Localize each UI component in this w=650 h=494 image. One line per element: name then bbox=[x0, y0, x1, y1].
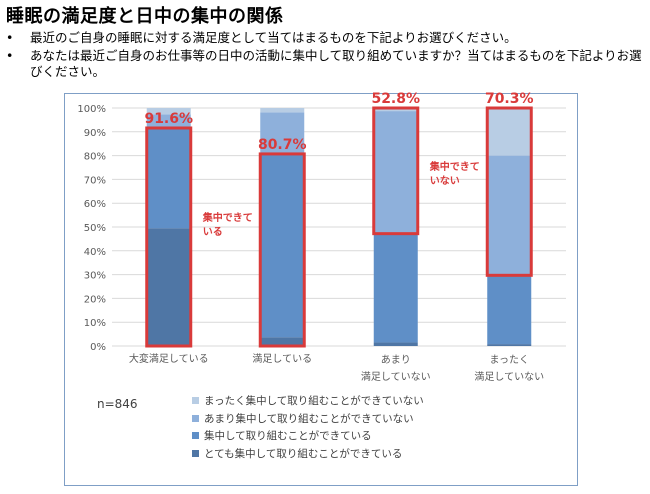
y-tick-label: 90% bbox=[84, 128, 106, 139]
highlight-percent-label: 80.7% bbox=[258, 137, 307, 153]
highlight-box bbox=[145, 126, 193, 348]
legend-item: とても集中して取り組むことができている bbox=[192, 445, 424, 463]
bar-segment bbox=[373, 233, 418, 343]
y-tick-label: 20% bbox=[84, 294, 106, 305]
page-title: 睡眠の満足度と日中の集中の関係 bbox=[6, 6, 284, 27]
legend-item: 集中して取り組むことができている bbox=[192, 427, 424, 445]
question-list: • 最近のご自身の睡眠に対する満足度として当てはまるものを下記よりお選びください… bbox=[6, 30, 646, 82]
y-tick-label: 70% bbox=[84, 175, 106, 186]
legend-swatch bbox=[192, 432, 199, 440]
question-item: • 最近のご自身の睡眠に対する満足度として当てはまるものを下記よりお選びください… bbox=[6, 30, 646, 46]
highlight-box bbox=[485, 106, 533, 277]
y-tick-label: 30% bbox=[84, 271, 106, 282]
y-tick-label: 10% bbox=[84, 318, 106, 329]
bar-segment bbox=[146, 228, 191, 346]
x-category-label: あまり bbox=[381, 354, 411, 366]
legend-swatch bbox=[192, 414, 199, 422]
bar-segment bbox=[146, 114, 191, 128]
bar-segment bbox=[487, 108, 532, 156]
bar-segment bbox=[146, 108, 191, 115]
x-category-label: 大変満足している bbox=[129, 352, 209, 365]
annotation-label: いる bbox=[203, 226, 223, 238]
bar-segment bbox=[260, 112, 305, 154]
x-category-label: 満足している bbox=[252, 353, 312, 365]
highlight-percent-label: 52.8% bbox=[371, 91, 420, 107]
bullet-marker: • bbox=[6, 48, 14, 63]
x-category-label: まったく bbox=[489, 354, 529, 366]
y-tick-label: 50% bbox=[84, 223, 106, 234]
legend-label: あまり集中して取り組むことができていない bbox=[204, 412, 414, 425]
highlight-box bbox=[258, 152, 306, 348]
x-category-label: 満足していない bbox=[474, 371, 544, 383]
y-tick-label: 80% bbox=[84, 152, 106, 163]
bar-segment bbox=[373, 342, 418, 346]
y-tick-label: 100% bbox=[77, 104, 106, 115]
x-category-label: 満足していない bbox=[361, 371, 431, 383]
bar-segment bbox=[260, 153, 305, 338]
legend-item: あまり集中して取り組むことができていない bbox=[192, 410, 424, 428]
bar-segment bbox=[373, 111, 418, 234]
bar-segment bbox=[487, 275, 532, 345]
annotation-label: 集中できて bbox=[429, 160, 480, 173]
legend-swatch bbox=[192, 397, 199, 405]
bar-segment bbox=[487, 344, 532, 346]
highlight-percent-label: 70.3% bbox=[485, 91, 534, 107]
legend-item: まったく集中して取り組むことができていない bbox=[192, 392, 424, 410]
bar-segment bbox=[260, 337, 305, 346]
y-tick-label: 0% bbox=[90, 342, 106, 353]
bar-segment bbox=[146, 127, 191, 229]
chart-frame bbox=[64, 93, 578, 486]
bullet-marker: • bbox=[6, 30, 14, 45]
question-text: 最近のご自身の睡眠に対する満足度として当てはまるものを下記よりお選びください。 bbox=[30, 30, 517, 45]
annotation-label: いない bbox=[430, 175, 460, 187]
highlight-box bbox=[372, 106, 420, 236]
question-item: • あなたは最近ご自身のお仕事等の日中の活動に集中して取り組めていますか？当ては… bbox=[6, 48, 646, 80]
legend-label: まったく集中して取り組むことができていない bbox=[204, 395, 424, 408]
bar-segment bbox=[260, 108, 305, 113]
y-tick-label: 60% bbox=[84, 199, 106, 210]
bar-segment bbox=[487, 155, 532, 276]
annotation-label: 集中できて bbox=[202, 211, 253, 224]
legend-swatch bbox=[192, 449, 199, 457]
highlight-percent-label: 91.6% bbox=[144, 111, 193, 127]
chart-legend: まったく集中して取り組むことができていない あまり集中して取り組むことができていな… bbox=[192, 392, 424, 462]
sample-size: n=846 bbox=[97, 397, 138, 411]
legend-label: 集中して取り組むことができている bbox=[204, 430, 372, 443]
legend-label: とても集中して取り組むことができている bbox=[204, 447, 403, 460]
y-tick-label: 40% bbox=[84, 247, 106, 258]
bar-segment bbox=[373, 108, 418, 112]
question-text: あなたは最近ご自身のお仕事等の日中の活動に集中して取り組めていますか？当てはまる… bbox=[30, 48, 642, 79]
